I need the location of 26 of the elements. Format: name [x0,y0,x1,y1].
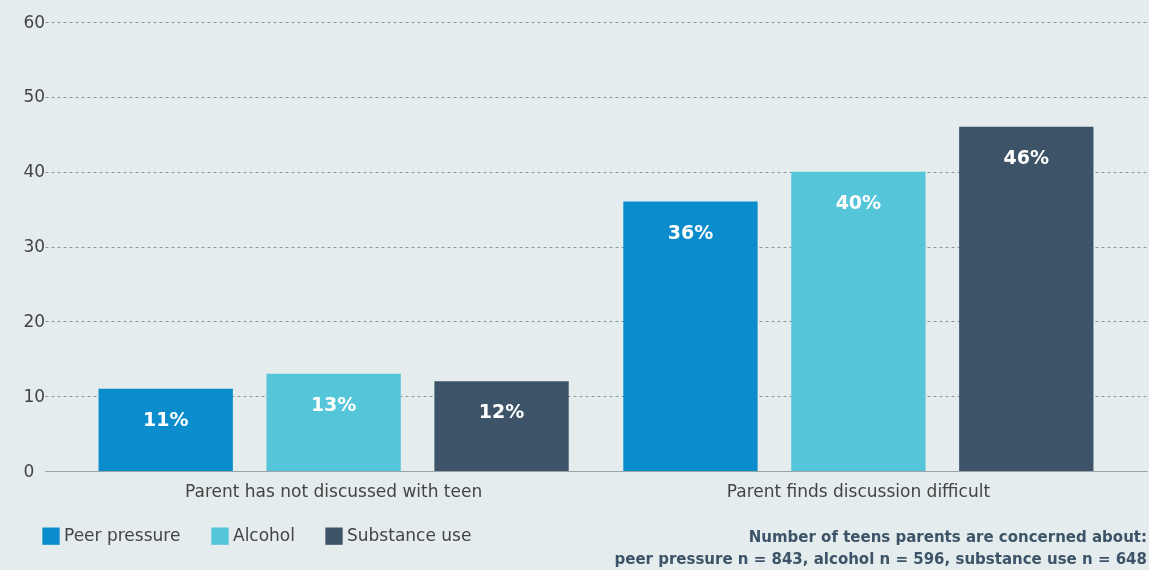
bar [959,126,1094,471]
data-label: 46% [1003,145,1050,168]
x-tick-label: Parent has not discussed with teen [185,480,483,501]
data-label: 13% [310,392,357,415]
data-label: 11% [142,407,189,430]
bar [623,201,758,471]
text: Number of teens parents are concerned about: [747,527,1147,548]
data-label: 40% [835,190,882,213]
bar [434,381,569,471]
legend-label: Peer pressure [64,525,181,546]
y-tick-label: 0 [23,460,35,481]
bar [98,388,233,471]
bar [266,373,401,471]
bar [791,171,926,471]
data-label: 12% [478,400,525,423]
text: peer pressure n = 843, alcohol n = 596, substance use n = 648 [614,549,1147,570]
legend-label: Alcohol [233,525,295,546]
y-tick-label: 20 [23,310,46,331]
y-tick-label: 10 [23,385,46,406]
data-label: 36% [667,220,714,243]
y-tick-label: 50 [23,86,46,107]
x-tick-label: Parent finds discussion difficult [726,480,991,501]
y-tick-label: 60 [23,11,46,32]
y-tick-label: 40 [23,161,46,182]
legend-label: Substance use [347,525,472,546]
y-tick-label: 30 [23,236,46,256]
